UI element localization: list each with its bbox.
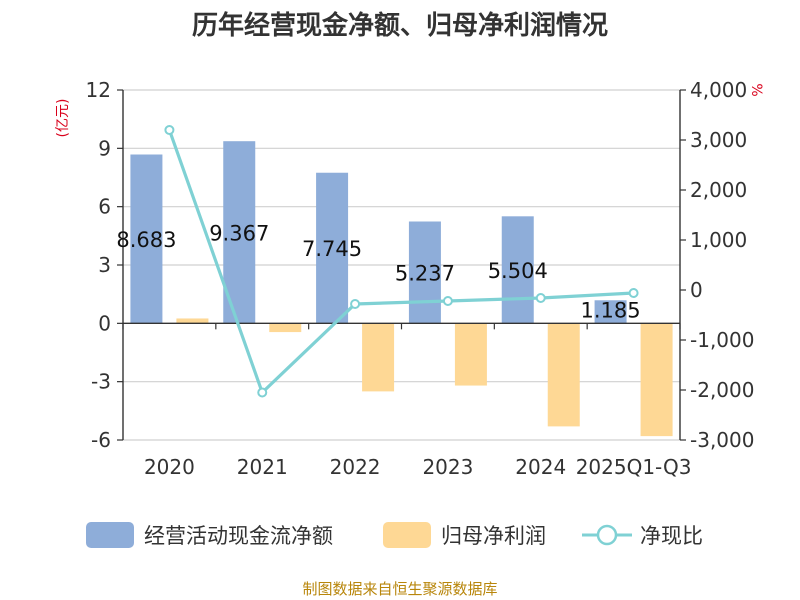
legend-swatch-cashflow [86,522,134,548]
left-tick-label: 3 [98,253,111,277]
ratio-point [442,296,453,306]
ratio-point [628,288,639,298]
right-tick-label: -1,000 [690,328,754,352]
right-tick-label: 2,000 [690,178,747,202]
legend-label-net-profit: 归母净利润 [441,524,546,548]
category-label: 2021 [237,455,288,479]
category-label: 2022 [330,455,381,479]
chart-title: 历年经营现金净额、归母净利润情况 [192,10,608,41]
cashflow-data-label: 8.683 [116,228,176,252]
category-label: 2023 [422,455,473,479]
cashflow-data-label: 5.237 [395,261,455,285]
category-label: 2025Q1-Q3 [576,455,692,479]
bar-cashflow [130,154,163,324]
legend-label-ratio: 净现比 [640,524,703,548]
right-axis-unit: % [748,83,764,96]
bar-net-profit [547,323,580,427]
legend-label-cashflow: 经营活动现金流净额 [144,524,333,548]
bars [130,141,673,437]
ratio-point [164,125,175,135]
left-tick-label: 9 [98,136,111,160]
bar-net-profit [176,318,209,324]
cashflow-data-label: 9.367 [209,221,269,245]
legend: 经营活动现金流净额 归母净利润 净现比 [86,522,703,548]
ratio-point [257,387,268,398]
left-tick-label: 12 [86,78,111,102]
legend-swatch-net-profit [383,522,431,548]
cashflow-data-label: 7.745 [302,237,362,261]
left-axis-unit: (亿元) [55,99,71,138]
right-tick-label: 4,000 [690,78,747,102]
bar-net-profit [640,323,673,437]
bar-cashflow [594,300,627,324]
ratio-point [350,299,361,309]
left-tick-label: -6 [91,428,111,452]
right-tick-label: 1,000 [690,228,747,252]
bar-cashflow [501,216,534,324]
bar-cashflow [408,221,441,324]
data-labels: 8.683 9.367 7.745 5.237 5.504 1.185 [116,221,640,322]
right-tick-label: 0 [690,278,703,302]
legend-marker-ratio [596,524,618,546]
cashflow-data-label: 5.504 [488,259,548,283]
ratio-point [535,293,546,303]
right-tick-label: 3,000 [690,128,747,152]
right-tick-label: -3,000 [690,428,754,452]
category-label: 2020 [144,455,195,479]
ratio-line [164,125,639,398]
bar-net-profit [454,323,487,386]
cashflow-data-label: 1.185 [581,298,641,322]
left-tick-label: 6 [98,195,111,219]
axes: 12 9 6 3 0 -3 -6 4,000 3,000 2,000 1,000 0 -1,000 -2,… [86,78,755,479]
bar-net-profit [269,323,302,333]
category-label: 2024 [515,455,566,479]
right-tick-label: -2,000 [690,378,754,402]
left-tick-label: -3 [91,370,111,394]
bar-cashflow [316,172,349,324]
left-tick-label: 0 [98,311,111,335]
ratio-line-path [167,129,634,396]
data-source: 制图数据来自恒生聚源数据库 [302,580,497,598]
bar-net-profit [362,323,395,392]
